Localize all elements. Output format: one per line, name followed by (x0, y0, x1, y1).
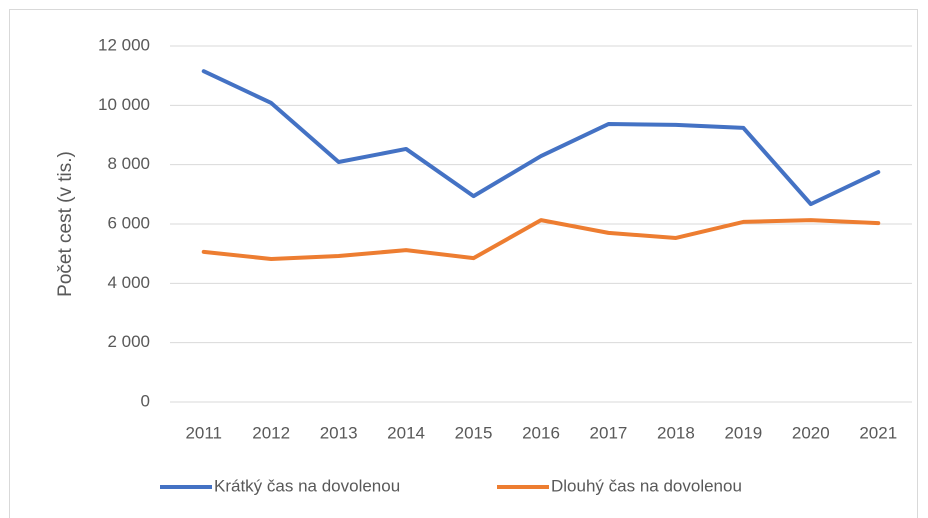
x-tick-label: 2018 (657, 423, 695, 442)
legend-label: Krátký čas na dovolenou (214, 476, 400, 495)
data-line (201, 69, 881, 207)
y-tick-label: 10 000 (98, 95, 150, 114)
x-tick-label: 2020 (792, 423, 830, 442)
y-axis-label: Počet cest (v tis.) (55, 151, 76, 297)
chart-border (9, 9, 918, 518)
data-line (201, 218, 881, 262)
legend-label: Dlouhý čas na dovolenou (551, 476, 742, 495)
x-tick-label: 2015 (455, 423, 493, 442)
x-tick-label: 2019 (724, 423, 762, 442)
y-tick-label: 12 000 (98, 35, 150, 54)
y-tick-label: 4 000 (107, 273, 150, 292)
x-tick-label: 2016 (522, 423, 560, 442)
x-tick-label: 2013 (320, 423, 358, 442)
x-tick-label: 2011 (185, 423, 222, 442)
y-tick-label: 8 000 (107, 154, 150, 173)
y-tick-label: 2 000 (107, 332, 150, 351)
x-tick-label: 2014 (387, 423, 425, 442)
x-tick-label: 2021 (859, 423, 897, 442)
x-tick-label: 2017 (590, 423, 628, 442)
y-tick-label: 0 (141, 391, 150, 410)
x-tick-label: 2012 (252, 423, 290, 442)
y-tick-label: 6 000 (107, 213, 150, 232)
